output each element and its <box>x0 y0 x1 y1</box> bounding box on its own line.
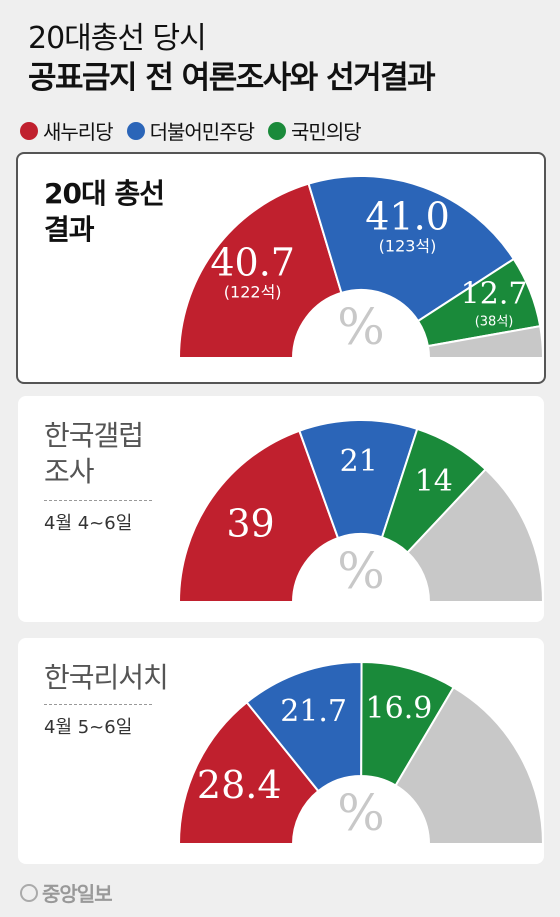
title-line2: 공표금지 전 여론조사와 선거결과 <box>28 60 436 96</box>
percent-unit-label: % <box>337 542 385 600</box>
panel-label: 20대 총선 결과 <box>44 176 165 248</box>
legend: 새누리당 더불어민주당 국민의당 <box>20 116 362 145</box>
panel-label-line1: 한국갤럽 <box>44 419 144 452</box>
chart-slice <box>177 182 343 359</box>
slice-seats-label: (38석) <box>475 315 514 330</box>
slice-value-label: 28.4 <box>197 763 282 807</box>
chart-slice <box>394 685 544 845</box>
semicircle-chart: 39 21 14% <box>177 419 544 603</box>
joongang-logo-icon <box>20 883 38 902</box>
footer-source: 중앙일보 <box>42 882 113 906</box>
legend-label-kookmin: 국민의당 <box>291 120 362 144</box>
legend-dot-kookmin <box>268 121 287 140</box>
chart-slice <box>426 324 544 359</box>
legend-label-saenuri: 새누리당 <box>43 120 114 144</box>
legend-label-minjoo: 더불어민주당 <box>149 120 255 144</box>
panel-gallup: 한국갤럽 조사 4월 4~6일 39 21 14% <box>18 396 544 622</box>
chart-slice <box>406 467 544 603</box>
slice-value-label: 14 <box>415 464 453 499</box>
slice-value-label: 16.9 <box>366 691 433 726</box>
slice-value-label: 41.0 <box>365 194 450 238</box>
chart-slice <box>307 175 516 323</box>
legend-item-kookmin: 국민의당 <box>268 116 362 145</box>
slice-seats-label: (123석) <box>379 236 437 255</box>
panel-label-line2: 조사 <box>44 455 95 488</box>
panel-label: 한국리서치 <box>44 660 169 696</box>
panel-label-line1: 20대 총선 <box>44 177 165 210</box>
percent-unit-label: % <box>337 298 385 356</box>
chart-slice <box>245 661 363 793</box>
chart-slice <box>177 429 340 603</box>
legend-item-minjoo: 더불어민주당 <box>126 116 255 145</box>
semicircle-chart: 40.7(122석) 41.0(123석) 12.7 (38석)% <box>177 175 544 359</box>
slice-seats-label: (122석) <box>224 282 282 301</box>
semicircle-chart: 28.4 21.7 16.9% <box>177 660 544 845</box>
title-line1: 20대총선 당시 <box>28 21 207 56</box>
panel-election-result: 20대 총선 결과 40.7 (122석) 41.0 (123석) 12.7 (38석)% <box>16 152 546 384</box>
slice-value-label: 12.7 <box>461 277 528 312</box>
header: 20대총선 당시 공표금지 전 여론조사와 선거결과 <box>28 20 540 98</box>
slice-value-label: 21 <box>340 444 378 479</box>
panel-label: 한국갤럽 조사 <box>44 418 144 490</box>
footer: 중앙일보 <box>20 878 113 907</box>
panel-label-line2: 결과 <box>44 213 95 246</box>
legend-dot-saenuri <box>20 121 38 140</box>
chart-slice <box>177 700 320 845</box>
legend-item-saenuri: 새누리당 <box>20 116 114 145</box>
panel-label-line1: 한국리서치 <box>44 661 169 694</box>
slice-value-label: 21.7 <box>280 694 347 729</box>
slice-value-label: 40.7 <box>210 240 295 284</box>
survey-date: 4월 5~6일 <box>44 704 152 739</box>
panel-korea-research: 한국리서치 4월 5~6일 28.4 21.7 16.9% <box>18 638 544 864</box>
percent-unit-label: % <box>337 784 385 842</box>
legend-dot-minjoo <box>126 121 145 140</box>
survey-date: 4월 4~6일 <box>44 500 152 535</box>
slice-value-label: 39 <box>226 501 274 545</box>
